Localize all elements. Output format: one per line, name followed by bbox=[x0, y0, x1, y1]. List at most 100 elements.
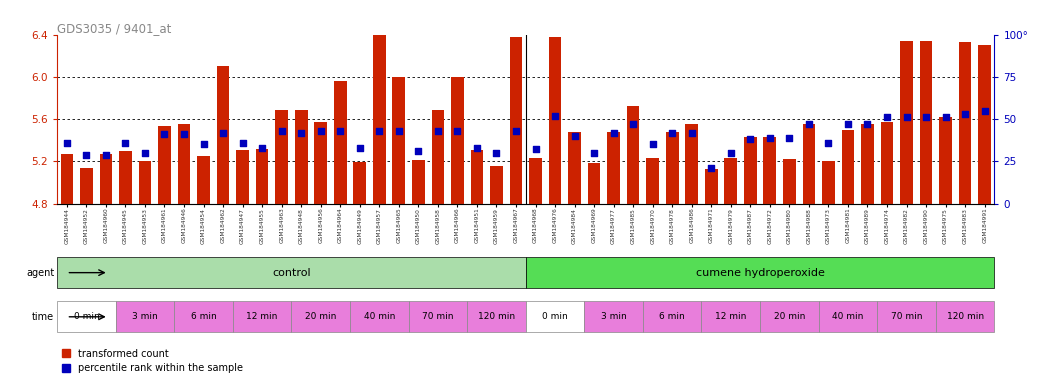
Text: agent: agent bbox=[26, 268, 54, 278]
Bar bbox=[217, 66, 229, 204]
Point bbox=[800, 121, 817, 127]
Point bbox=[840, 121, 856, 127]
Point bbox=[371, 128, 387, 134]
Bar bbox=[705, 169, 717, 204]
Point bbox=[625, 121, 641, 127]
Point bbox=[527, 146, 544, 152]
Bar bbox=[525, 257, 994, 288]
Point bbox=[78, 151, 94, 157]
Bar bbox=[643, 301, 702, 332]
Point bbox=[781, 134, 797, 141]
Point bbox=[58, 140, 75, 146]
Point bbox=[137, 150, 154, 156]
Point bbox=[293, 129, 309, 136]
Bar bbox=[936, 301, 994, 332]
Point bbox=[664, 129, 681, 136]
Bar bbox=[100, 154, 112, 204]
Bar bbox=[978, 45, 991, 204]
Bar bbox=[350, 301, 409, 332]
Bar bbox=[819, 301, 877, 332]
Point bbox=[859, 121, 876, 127]
Text: 70 min: 70 min bbox=[422, 312, 454, 321]
Point bbox=[605, 129, 622, 136]
Bar bbox=[939, 117, 952, 204]
Point bbox=[117, 140, 134, 146]
Bar bbox=[353, 162, 366, 204]
Bar bbox=[334, 81, 347, 204]
Bar bbox=[119, 151, 132, 204]
Bar bbox=[233, 301, 292, 332]
Point bbox=[820, 140, 837, 146]
Bar bbox=[783, 159, 796, 204]
Point bbox=[254, 145, 271, 151]
Text: 0 min: 0 min bbox=[542, 312, 568, 321]
Bar bbox=[920, 41, 932, 204]
Point bbox=[235, 140, 251, 146]
Point bbox=[703, 165, 719, 171]
Text: 40 min: 40 min bbox=[363, 312, 395, 321]
Point bbox=[390, 128, 407, 134]
Bar bbox=[452, 77, 464, 204]
Bar bbox=[432, 109, 444, 204]
Point bbox=[977, 108, 993, 114]
Bar bbox=[490, 166, 502, 204]
Bar bbox=[295, 109, 307, 204]
Bar bbox=[685, 124, 699, 204]
Point bbox=[352, 145, 368, 151]
Text: control: control bbox=[272, 268, 310, 278]
Text: cumene hydroperoxide: cumene hydroperoxide bbox=[695, 268, 824, 278]
Bar bbox=[292, 301, 350, 332]
Text: 20 min: 20 min bbox=[773, 312, 805, 321]
Bar bbox=[139, 161, 152, 204]
Bar bbox=[409, 301, 467, 332]
Bar bbox=[412, 160, 425, 204]
Bar bbox=[802, 124, 815, 204]
Text: 120 min: 120 min bbox=[477, 312, 515, 321]
Bar bbox=[627, 106, 639, 204]
Text: time: time bbox=[32, 312, 54, 322]
Bar bbox=[174, 301, 233, 332]
Bar bbox=[900, 41, 912, 204]
Text: 40 min: 40 min bbox=[832, 312, 864, 321]
Point bbox=[468, 145, 485, 151]
Point bbox=[508, 128, 524, 134]
Text: 6 min: 6 min bbox=[191, 312, 216, 321]
Point bbox=[585, 150, 602, 156]
Text: 6 min: 6 min bbox=[659, 312, 685, 321]
Bar bbox=[764, 137, 776, 204]
Bar bbox=[315, 122, 327, 204]
Bar bbox=[373, 8, 386, 204]
Point bbox=[332, 128, 349, 134]
Bar bbox=[549, 37, 562, 204]
Point bbox=[430, 128, 446, 134]
Legend: transformed count, percentile rank within the sample: transformed count, percentile rank withi… bbox=[62, 349, 243, 373]
Point bbox=[762, 134, 778, 141]
Bar bbox=[842, 130, 854, 204]
Bar bbox=[510, 37, 522, 204]
Point bbox=[898, 114, 914, 121]
Bar bbox=[158, 126, 171, 204]
Bar bbox=[959, 42, 972, 204]
Bar bbox=[60, 154, 74, 204]
Bar bbox=[607, 132, 620, 204]
Point bbox=[312, 128, 329, 134]
Point bbox=[215, 129, 231, 136]
Text: 20 min: 20 min bbox=[305, 312, 336, 321]
Bar bbox=[525, 301, 584, 332]
Point bbox=[937, 114, 954, 121]
Point bbox=[410, 148, 427, 154]
Bar bbox=[275, 109, 288, 204]
Bar bbox=[470, 150, 484, 204]
Point bbox=[195, 141, 212, 147]
Bar bbox=[744, 137, 757, 204]
Text: 3 min: 3 min bbox=[132, 312, 158, 321]
Point bbox=[918, 114, 934, 121]
Point bbox=[449, 128, 466, 134]
Bar bbox=[665, 132, 679, 204]
Text: 3 min: 3 min bbox=[601, 312, 627, 321]
Bar bbox=[760, 301, 819, 332]
Point bbox=[742, 136, 759, 142]
Point bbox=[879, 114, 896, 121]
Bar bbox=[647, 158, 659, 204]
Text: 120 min: 120 min bbox=[947, 312, 984, 321]
